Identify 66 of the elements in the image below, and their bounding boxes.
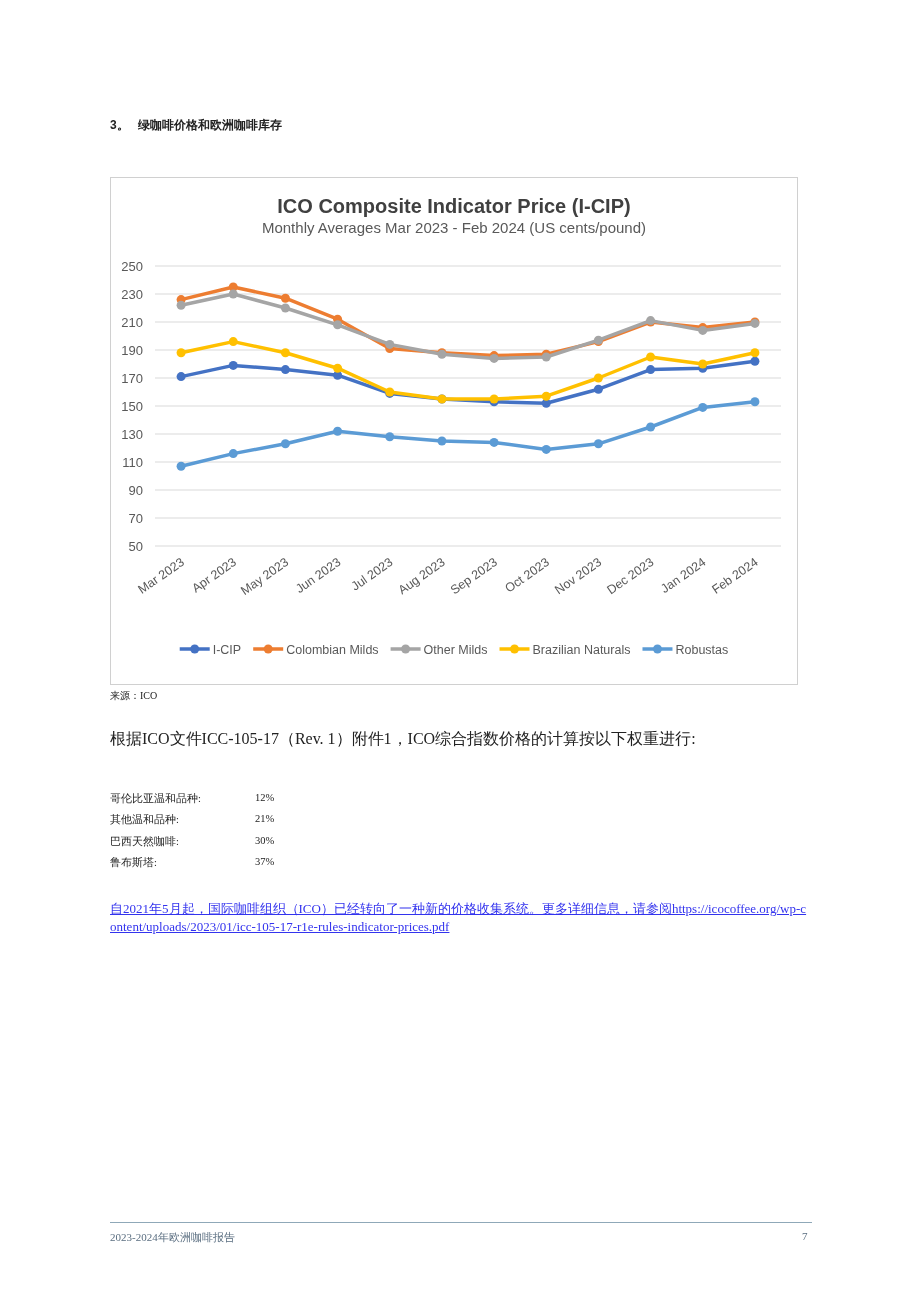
text: 其他温和品种: [110,813,179,827]
point [489,437,499,447]
chart-subtitle: Monthly Averages Mar 2023 - Feb 2024 (US cents/pound) [261,219,647,236]
point [333,320,343,330]
point [385,432,395,442]
point [280,439,290,449]
point [646,422,656,432]
point [593,439,603,449]
text: 7 [802,1230,808,1242]
y-tick-label: 150 [121,399,143,414]
point [541,444,551,454]
point [646,365,656,375]
y-tick-label: 90 [128,483,143,498]
point [228,289,238,299]
point [437,436,447,446]
legend-label: I-CIP [212,642,242,657]
point [176,348,186,358]
point [228,337,238,347]
point [698,359,708,369]
text: 2023-2024年欧洲咖啡报告 [110,1230,235,1245]
y-tick-label: 250 [121,259,143,274]
point [385,339,395,349]
point [176,372,186,382]
point [541,391,551,401]
point [280,303,290,313]
text: 哥伦比亚温和品种: [110,792,201,806]
point [280,365,290,375]
text: 巴西天然咖啡: [110,835,179,849]
point [750,348,760,358]
point [176,300,186,310]
text: 自2021年5月起，国际咖啡组织（ICO）已经转向了一种新的价格收集系统。更多详细信息，请参阅https://icocoffee.org/wp-content/uploads/2023/01/icc-105-17-r1e-rules-indicator-prices.pdf [110,900,808,937]
point [280,293,290,303]
legend-label: Robustas [675,642,729,657]
text: 30% [255,835,275,846]
legend-label: Colombian Milds [286,642,379,657]
point [228,449,238,459]
point [176,461,186,471]
y-tick-label: 170 [121,371,143,386]
point [333,426,343,436]
point [698,402,708,412]
point [646,352,656,362]
point [593,373,603,383]
source-note: 来源：ICO [110,689,158,703]
point [593,384,603,394]
y-tick-label: 70 [128,511,143,526]
y-tick-label: 230 [121,287,143,302]
text: 3。 [110,117,129,134]
y-tick-label: 50 [128,539,143,554]
text: 鲁布斯塔: [110,856,157,870]
point [750,397,760,407]
y-tick-label: 190 [121,343,143,358]
point [333,363,343,373]
legend-label: Other Milds [423,642,488,657]
y-tick-label: 210 [121,315,143,330]
text: 根据ICO文件ICC-105-17（Rev. 1）附件1，ICO综合指数价格的计算按以下权重进行: [110,729,696,749]
text: 绿咖啡价格和欧洲咖啡库存 [138,117,282,134]
point [228,360,238,370]
text: 12% [255,792,275,803]
text: 37% [255,856,275,867]
y-tick-label: 110 [122,455,143,470]
text: 21% [255,813,275,824]
point [280,348,290,358]
point [750,356,760,366]
legend-label: Brazilian Naturals [532,642,631,657]
y-tick-label: 130 [121,427,143,442]
chart-title: ICO Composite Indicator Price (I-CIP) [277,195,631,217]
